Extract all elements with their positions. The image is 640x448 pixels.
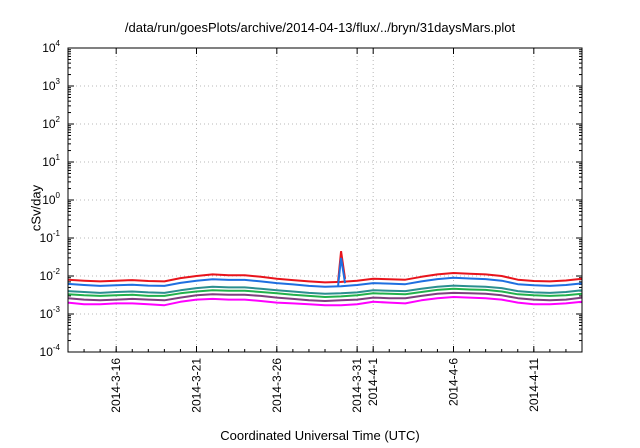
y-tick-label: 10-4: [40, 343, 61, 359]
x-tick-label: 2014-3-31: [350, 358, 364, 413]
series-line: [67, 291, 583, 302]
series-line: [67, 272, 583, 284]
x-tick-label: 2014-4-1: [366, 358, 380, 406]
x-tick-label: 2014-3-21: [190, 358, 204, 413]
y-tick-label: 101: [42, 153, 60, 169]
series-line: [67, 296, 583, 307]
x-tick-label: 2014-4-6: [447, 358, 461, 406]
chart-title: /data/run/goesPlots/archive/2014-04-13/f…: [124, 20, 516, 35]
y-tick-label: 102: [42, 115, 60, 131]
y-axis-label: cSv/day: [28, 184, 44, 232]
x-tick-label: 2014-4-11: [527, 358, 541, 412]
x-axis-label: Coordinated Universal Time (UTC): [220, 428, 420, 443]
y-tick-label: 10-2: [40, 267, 61, 283]
series-line: [67, 276, 583, 288]
y-tick-label: 100: [42, 191, 60, 207]
series-line: [67, 287, 583, 298]
y-tick-label: 103: [42, 77, 60, 93]
y-tick-label: 104: [42, 39, 60, 55]
spike-mark: [337, 257, 347, 287]
y-tick-label: 10-1: [40, 229, 61, 245]
x-tick-label: 2014-3-16: [109, 358, 123, 413]
series-line: [67, 284, 583, 295]
y-tick-label: 10-3: [40, 305, 61, 321]
plot-frame: [67, 47, 583, 353]
x-tick-label: 2014-3-26: [270, 358, 284, 413]
